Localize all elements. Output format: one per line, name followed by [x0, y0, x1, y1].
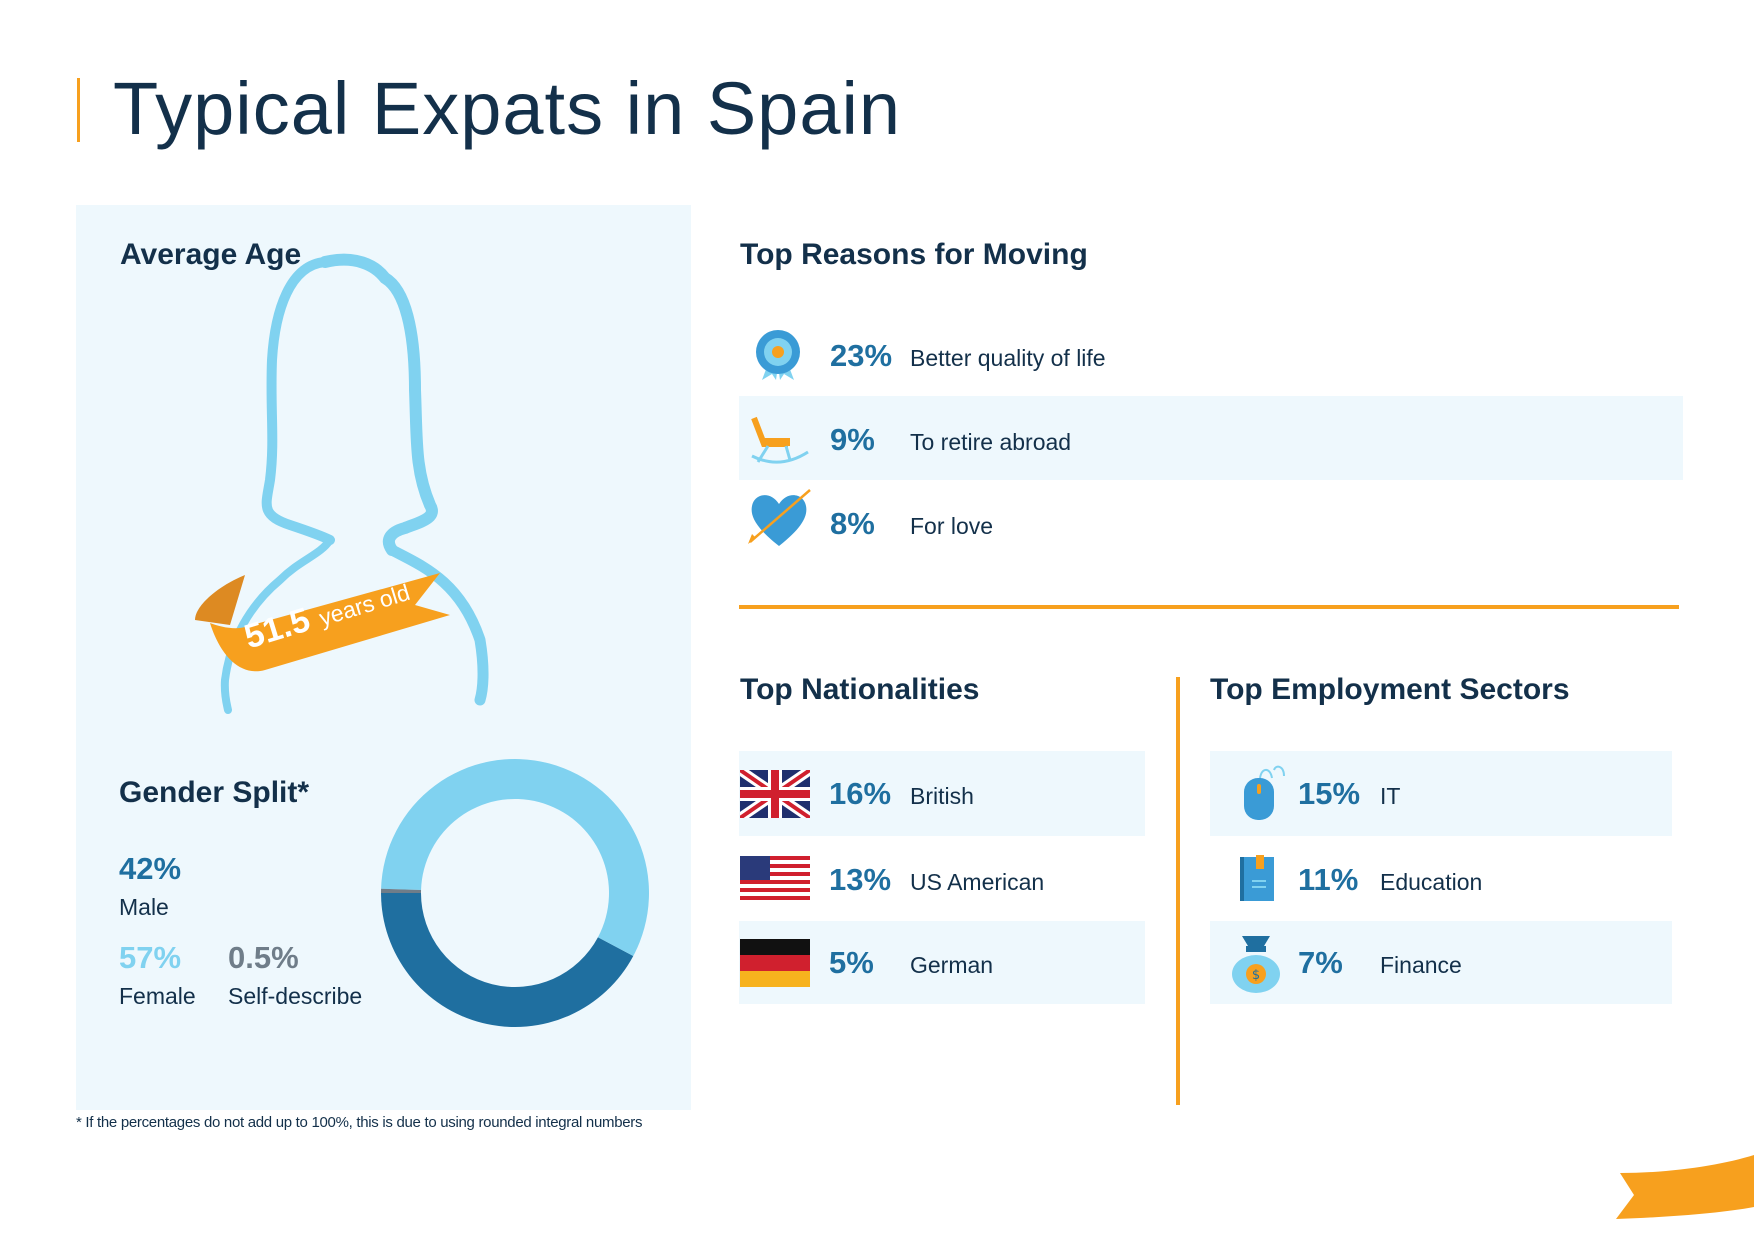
book-icon — [1240, 855, 1274, 901]
male-label: Male — [119, 894, 169, 920]
nationality-label: German — [910, 952, 994, 978]
donut-segment-female — [381, 759, 649, 956]
gender-split-heading: Gender Split* — [119, 776, 310, 809]
nationalities-heading: Top Nationalities — [740, 673, 980, 706]
nationality-pct: 16% — [829, 776, 892, 811]
sector-label: Education — [1380, 869, 1483, 895]
svg-text:$: $ — [1252, 968, 1260, 983]
mouse-icon — [1244, 765, 1285, 820]
reason-row-band — [739, 396, 1683, 480]
reason-pct: 8% — [830, 506, 875, 541]
sector-pct: 11% — [1298, 862, 1359, 897]
reasons-heading: Top Reasons for Moving — [740, 238, 1088, 271]
sectors-heading: Top Employment Sectors — [1210, 673, 1570, 706]
money-bag-icon: $ — [1232, 936, 1280, 993]
average-age-heading: Average Age — [120, 238, 302, 271]
column-divider — [1176, 677, 1180, 1105]
age-ribbon — [195, 573, 450, 672]
male-pct: 42% — [119, 851, 182, 886]
german-flag-icon — [740, 939, 810, 987]
rosette-icon — [756, 330, 800, 380]
sector-pct: 15% — [1298, 776, 1361, 811]
donut-segment-male — [381, 893, 634, 1027]
nationality-label: British — [910, 783, 974, 809]
sector-row-band — [1210, 751, 1672, 836]
reason-pct: 23% — [830, 338, 893, 373]
section-divider — [739, 605, 1679, 609]
heart-arrow-icon — [748, 489, 811, 546]
nationality-pct: 5% — [829, 945, 874, 980]
sector-pct: 7% — [1298, 945, 1343, 980]
sector-label: Finance — [1380, 952, 1462, 978]
donut-segment-self-describe — [381, 888, 422, 893]
woman-silhouette-icon — [220, 253, 489, 714]
us-flag-icon — [740, 856, 810, 904]
sector-label: IT — [1380, 783, 1401, 809]
decorative-ribbon — [1616, 1155, 1754, 1219]
gender-donut-chart — [381, 759, 649, 1027]
rocking-chair-icon — [751, 416, 809, 464]
reason-label: For love — [910, 513, 994, 539]
reason-label: Better quality of life — [910, 345, 1106, 371]
female-label: Female — [119, 983, 196, 1009]
nationality-label: US American — [910, 869, 1045, 895]
reason-pct: 9% — [830, 422, 875, 457]
uk-flag-icon — [740, 770, 810, 818]
footnote: * If the percentages do not add up to 10… — [76, 1114, 643, 1131]
nationality-pct: 13% — [829, 862, 892, 897]
page-title: Typical Expats in Spain — [113, 67, 902, 150]
reason-label: To retire abroad — [910, 429, 1072, 455]
female-pct: 57% — [119, 940, 182, 975]
self-describe-label: Self-describe — [228, 983, 363, 1009]
title-accent-bar — [77, 78, 80, 142]
sector-row-band — [1210, 921, 1672, 1004]
self-describe-pct: 0.5% — [228, 940, 299, 975]
